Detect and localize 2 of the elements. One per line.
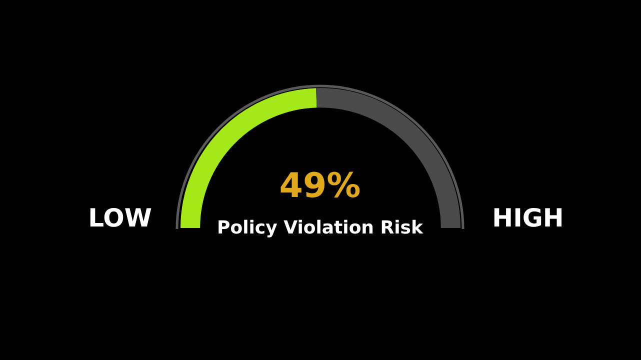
text: HIGH — [492, 204, 564, 232]
text: LOW — [88, 204, 152, 232]
